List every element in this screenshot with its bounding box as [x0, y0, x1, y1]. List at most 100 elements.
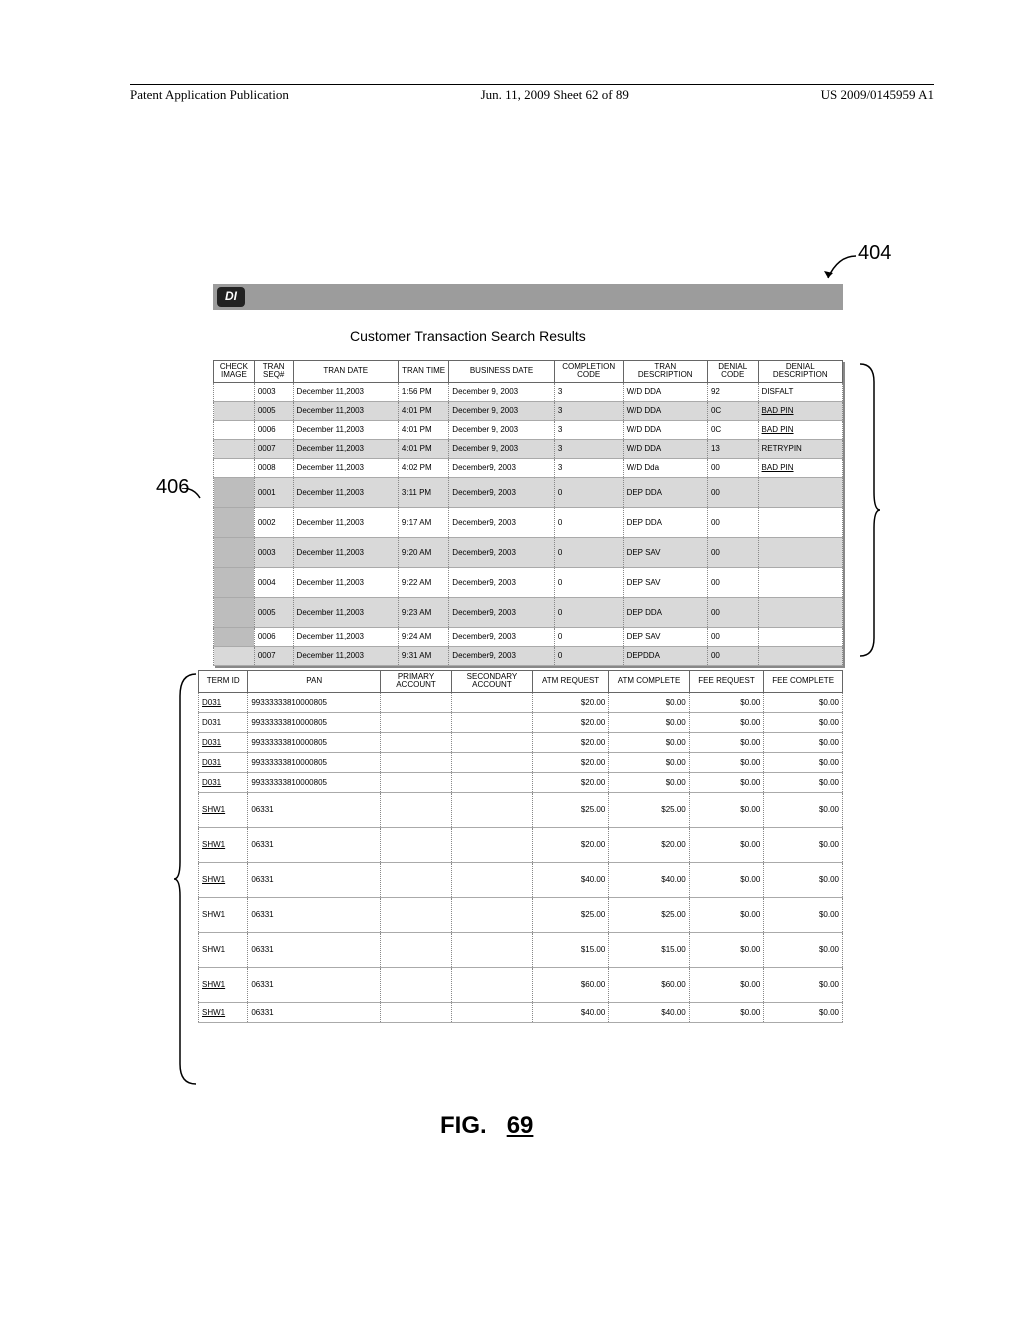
table-cell: $40.00 — [609, 1002, 689, 1022]
table-cell[interactable]: BAD PIN — [758, 401, 842, 420]
table-cell: 00 — [707, 597, 758, 627]
table-cell[interactable]: SHW1 — [199, 827, 248, 862]
table-cell[interactable]: BAD PIN — [758, 420, 842, 439]
table-cell — [214, 420, 255, 439]
table-cell[interactable]: SHW1 — [199, 792, 248, 827]
table-cell: $25.00 — [609, 792, 689, 827]
column-header: ATM REQUEST — [532, 671, 608, 693]
table-cell: December 9, 2003 — [449, 420, 555, 439]
table-cell — [758, 646, 842, 665]
table-cell[interactable]: BAD PIN — [758, 458, 842, 477]
table-cell: $0.00 — [609, 772, 689, 792]
table-cell: 9:23 AM — [398, 597, 448, 627]
table-cell: $0.00 — [689, 862, 764, 897]
table-cell: 99333333810000805 — [248, 772, 381, 792]
table-row: D03199333333810000805$20.00$0.00$0.00$0.… — [199, 732, 843, 752]
table-cell: $20.00 — [532, 712, 608, 732]
column-header: ATM COMPLETE — [609, 671, 689, 693]
table-cell: RETRYPIN — [758, 439, 842, 458]
figure-label: FIG. 69 — [440, 1112, 533, 1140]
table-cell: 0007 — [254, 646, 293, 665]
table-cell: 0002 — [254, 507, 293, 537]
table-cell — [451, 1002, 532, 1022]
table-cell[interactable]: SHW1 — [199, 1002, 248, 1022]
table-cell: $0.00 — [764, 712, 843, 732]
column-header: CHECK IMAGE — [214, 361, 255, 383]
table-row: SHW106331$60.00$60.00$0.00$0.00 — [199, 967, 843, 1002]
table-cell: SHW1 — [199, 932, 248, 967]
table-cell: December 9, 2003 — [449, 401, 555, 420]
table-row: SHW106331$20.00$20.00$0.00$0.00 — [199, 827, 843, 862]
table-cell: 00 — [707, 507, 758, 537]
transactions-table-wrap: CHECK IMAGETRAN SEQ#TRAN DATETRAN TIMEBU… — [213, 360, 843, 666]
table-cell — [451, 792, 532, 827]
table-row: SHW106331$25.00$25.00$0.00$0.00 — [199, 897, 843, 932]
table-cell[interactable]: D031 — [199, 772, 248, 792]
table-cell: 99333333810000805 — [248, 712, 381, 732]
table-cell: December 11,2003 — [293, 597, 398, 627]
table-cell — [381, 712, 452, 732]
table-cell: $0.00 — [689, 732, 764, 752]
table-cell: 9:31 AM — [398, 646, 448, 665]
table-cell: 00 — [707, 567, 758, 597]
table-cell[interactable]: D031 — [199, 752, 248, 772]
page-title: Customer Transaction Search Results — [350, 328, 586, 344]
table-cell: $0.00 — [764, 772, 843, 792]
table-cell — [381, 932, 452, 967]
table-cell: 99333333810000805 — [248, 692, 381, 712]
table-cell — [451, 827, 532, 862]
table-cell — [381, 692, 452, 712]
table-row: 0004December 11,20039:22 AMDecember9, 20… — [214, 567, 843, 597]
table-cell[interactable]: SHW1 — [199, 862, 248, 897]
column-header: TRAN SEQ# — [254, 361, 293, 383]
transactions-table: CHECK IMAGETRAN SEQ#TRAN DATETRAN TIMEBU… — [213, 360, 843, 666]
table-cell: $0.00 — [689, 827, 764, 862]
table-cell — [214, 401, 255, 420]
table-cell: W/D Dda — [623, 458, 707, 477]
table-cell: 0 — [554, 507, 623, 537]
table-cell: $20.00 — [532, 827, 608, 862]
table-cell: December9, 2003 — [449, 597, 555, 627]
table-cell: 4:01 PM — [398, 401, 448, 420]
table-cell — [381, 732, 452, 752]
table-cell: 1:56 PM — [398, 382, 448, 401]
table-row: SHW106331$15.00$15.00$0.00$0.00 — [199, 932, 843, 967]
app-banner: DI — [213, 284, 843, 310]
table-cell: DEPDDA — [623, 646, 707, 665]
table-cell: $0.00 — [764, 692, 843, 712]
table-cell: December 11,2003 — [293, 627, 398, 646]
table-header-row: TERM IDPANPRIMARY ACCOUNTSECONDARY ACCOU… — [199, 671, 843, 693]
table-cell: 06331 — [248, 827, 381, 862]
table-cell: December9, 2003 — [449, 567, 555, 597]
table-cell: $0.00 — [689, 932, 764, 967]
table-cell: 0006 — [254, 420, 293, 439]
table-cell — [381, 897, 452, 932]
table-cell — [214, 439, 255, 458]
table-cell: W/D DDA — [623, 382, 707, 401]
table-cell: December9, 2003 — [449, 458, 555, 477]
column-header: FEE REQUEST — [689, 671, 764, 693]
table-cell: December 11,2003 — [293, 646, 398, 665]
table-cell[interactable]: SHW1 — [199, 967, 248, 1002]
table-cell — [381, 772, 452, 792]
table-cell: $40.00 — [532, 1002, 608, 1022]
table-cell[interactable]: D031 — [199, 732, 248, 752]
table-cell — [214, 567, 255, 597]
terminal-table-wrap: TERM IDPANPRIMARY ACCOUNTSECONDARY ACCOU… — [198, 670, 843, 1023]
table-cell: December9, 2003 — [449, 477, 555, 507]
table-cell: $25.00 — [532, 897, 608, 932]
table-cell — [214, 597, 255, 627]
header-center: Jun. 11, 2009 Sheet 62 of 89 — [481, 87, 629, 111]
table-cell: $0.00 — [689, 752, 764, 772]
table-cell: December 9, 2003 — [449, 439, 555, 458]
table-cell: 3 — [554, 458, 623, 477]
table-cell: December 11,2003 — [293, 507, 398, 537]
leadline-406-icon — [182, 488, 208, 502]
table-cell: 06331 — [248, 862, 381, 897]
table-cell: 0003 — [254, 382, 293, 401]
table-cell[interactable]: D031 — [199, 692, 248, 712]
table-cell: $20.00 — [609, 827, 689, 862]
table-cell — [758, 537, 842, 567]
table-cell — [214, 537, 255, 567]
table-cell: 0005 — [254, 401, 293, 420]
